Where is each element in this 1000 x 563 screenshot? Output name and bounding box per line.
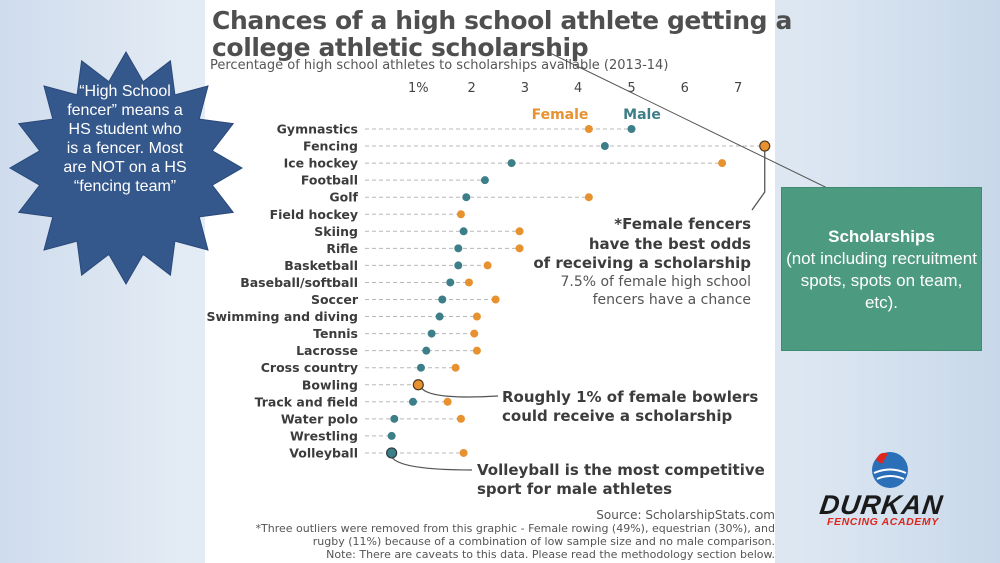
footnote-line-2: rugby (11%) because of a combination of … xyxy=(312,535,775,548)
female-point xyxy=(472,312,481,321)
x-tick-label: 1% xyxy=(408,81,429,96)
male-point xyxy=(422,346,431,355)
scholarship-arrow-line xyxy=(547,51,859,204)
female-point xyxy=(464,278,473,287)
chart-title-line1: Chances of a high school athlete getting… xyxy=(212,6,792,35)
male-point xyxy=(454,261,463,270)
category-label: Basketball xyxy=(284,258,358,273)
chart-title-line2: college athletic scholarship xyxy=(212,33,589,62)
female-point xyxy=(515,244,524,253)
scholarship-note-body: (not including recruitment spots, spots … xyxy=(786,249,977,312)
male-point xyxy=(438,295,447,304)
fencing-detail-line: 7.5% of female high school xyxy=(560,274,751,290)
scholarship-note-heading: Scholarships xyxy=(828,227,935,246)
male-point xyxy=(462,193,471,202)
category-label: Water polo xyxy=(281,411,359,426)
category-label: Golf xyxy=(329,190,358,205)
female-point xyxy=(451,363,460,372)
legend-female: Female xyxy=(532,107,589,123)
male-point xyxy=(600,142,609,151)
fencing-annotation-line: have the best odds xyxy=(589,235,751,253)
female-point xyxy=(584,125,593,133)
bowling-annotation-leader xyxy=(420,387,499,398)
category-label: Volleyball xyxy=(289,445,358,460)
category-label: Soccer xyxy=(311,292,359,307)
female-point xyxy=(443,397,452,406)
chart-subtitle: Percentage of high school athletes to sc… xyxy=(210,58,669,73)
male-point xyxy=(416,363,425,372)
chart-panel xyxy=(205,0,775,563)
category-label: Wrestling xyxy=(290,428,358,443)
x-tick-label: 4 xyxy=(574,81,582,96)
female-point xyxy=(459,448,468,457)
category-label: Cross country xyxy=(261,360,358,375)
male-point xyxy=(408,397,417,406)
volleyball-annotation-line: sport for male athletes xyxy=(477,480,672,498)
category-label: Gymnastics xyxy=(277,122,358,137)
category-label: Ice hockey xyxy=(284,156,358,171)
scholarship-note-box: Scholarships (not including recruitment … xyxy=(781,187,982,351)
male-point xyxy=(386,447,398,459)
female-point xyxy=(483,261,492,270)
female-point xyxy=(456,210,465,219)
fencing-annotation-line: of receiving a scholarship xyxy=(533,254,751,272)
fencing-annotation-line: *Female fencers xyxy=(614,215,751,233)
category-label: Track and field xyxy=(255,394,358,409)
male-point xyxy=(507,159,516,168)
male-point xyxy=(427,329,436,338)
female-point xyxy=(470,329,479,338)
category-label: Football xyxy=(301,173,358,188)
footnote-line-1: *Three outliers were removed from this g… xyxy=(255,522,776,535)
star-callout-text: “High School fencer” means a HS student … xyxy=(63,83,187,195)
category-label: Fencing xyxy=(303,139,358,154)
legend-male: Male xyxy=(623,107,661,123)
x-tick-label: 2 xyxy=(467,81,475,96)
volleyball-annotation-line: Volleyball is the most competitive xyxy=(477,461,765,479)
male-point xyxy=(390,414,399,423)
star-callout xyxy=(9,51,243,285)
male-point xyxy=(459,227,468,236)
male-point xyxy=(435,312,444,321)
category-label: Tennis xyxy=(313,326,358,341)
category-label: Skiing xyxy=(314,224,358,239)
logo-tagline: FENCING ACADEMY xyxy=(827,516,939,528)
fencer-logo-icon xyxy=(872,452,908,488)
category-label: Field hockey xyxy=(270,207,358,222)
x-tick-label: 7 xyxy=(734,81,742,96)
female-point xyxy=(515,227,524,236)
male-point xyxy=(446,278,455,287)
x-tick-label: 5 xyxy=(627,81,635,96)
bowling-annotation-line: could receive a scholarship xyxy=(502,407,732,425)
female-point xyxy=(759,140,771,152)
male-point xyxy=(387,431,396,440)
female-point xyxy=(472,346,481,355)
footnote-line-3: Note: There are caveats to this data. Pl… xyxy=(326,548,775,561)
female-point xyxy=(456,414,465,423)
category-label: Bowling xyxy=(302,377,358,392)
female-point xyxy=(412,379,424,391)
fencing-annotation-leader xyxy=(751,146,766,211)
female-point xyxy=(718,159,727,168)
bowling-annotation-line: Roughly 1% of female bowlers xyxy=(502,388,758,406)
female-point xyxy=(584,193,593,202)
male-point xyxy=(627,125,636,133)
female-point xyxy=(491,295,500,304)
category-label: Baseball/softball xyxy=(240,275,358,290)
male-point xyxy=(454,244,463,253)
x-tick-label: 3 xyxy=(521,81,529,96)
x-tick-label: 6 xyxy=(681,81,689,96)
fencing-detail-line: fencers have a chance xyxy=(593,292,751,308)
category-label: Lacrosse xyxy=(296,343,358,358)
category-label: Swimming and diving xyxy=(206,309,358,324)
category-label: Rifle xyxy=(326,241,358,256)
male-point xyxy=(480,176,489,185)
volleyball-annotation-leader xyxy=(391,456,473,471)
source-text: Source: ScholarshipStats.com xyxy=(596,508,775,522)
